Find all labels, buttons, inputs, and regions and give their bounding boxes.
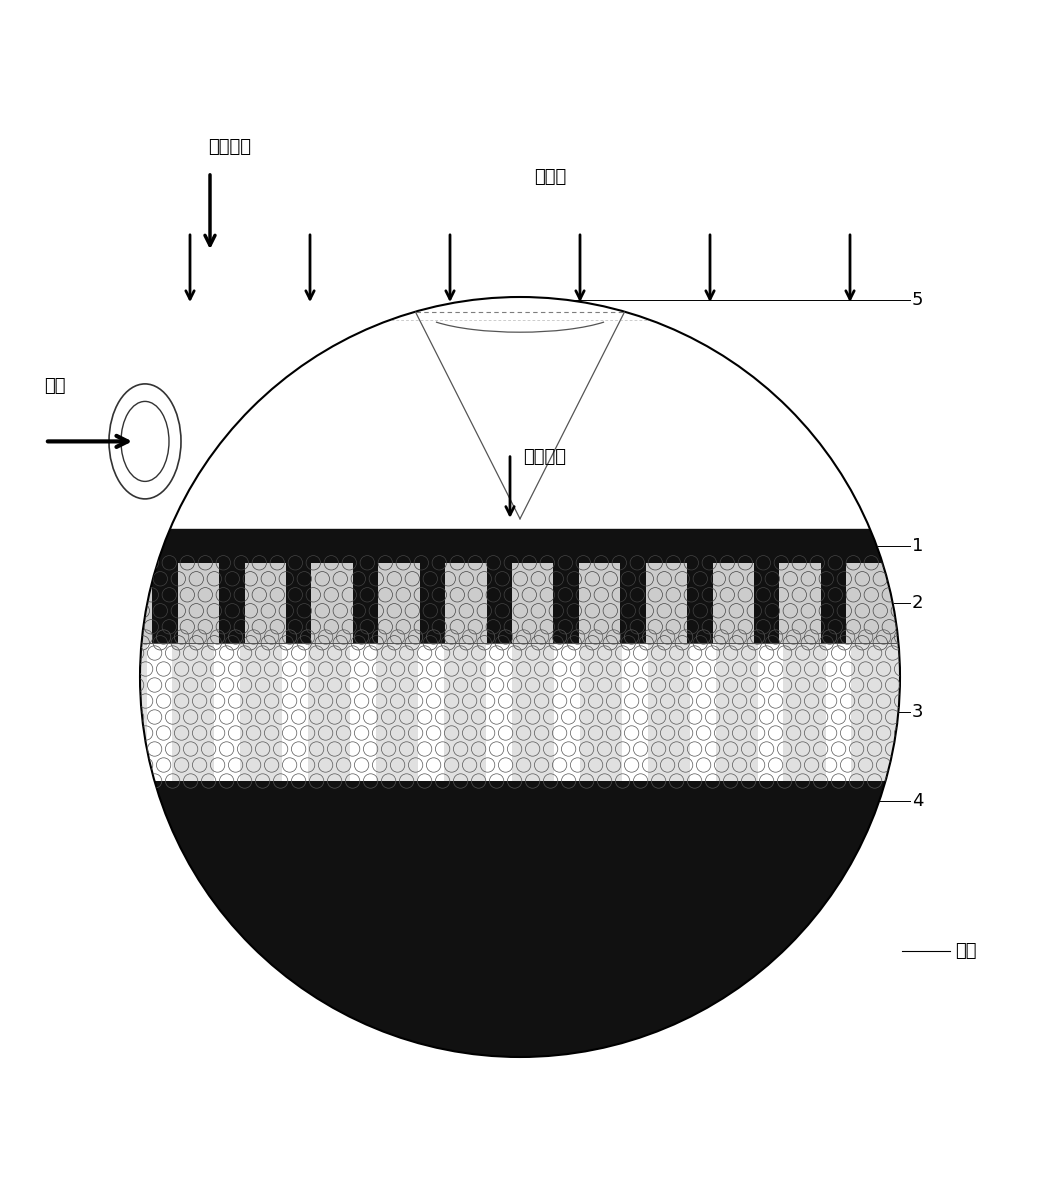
Polygon shape bbox=[418, 643, 444, 781]
Polygon shape bbox=[152, 563, 177, 643]
Text: 冷水: 冷水 bbox=[955, 941, 977, 959]
Text: 3: 3 bbox=[912, 703, 923, 721]
Polygon shape bbox=[486, 563, 512, 643]
Polygon shape bbox=[219, 563, 245, 643]
Polygon shape bbox=[825, 643, 851, 781]
Polygon shape bbox=[141, 563, 899, 643]
Polygon shape bbox=[286, 563, 311, 643]
Polygon shape bbox=[420, 563, 445, 643]
Text: 4: 4 bbox=[912, 792, 923, 810]
Text: 热湿空气: 热湿空气 bbox=[209, 138, 251, 155]
Polygon shape bbox=[754, 563, 780, 643]
Polygon shape bbox=[621, 643, 648, 781]
Polygon shape bbox=[140, 643, 900, 781]
Polygon shape bbox=[687, 563, 712, 643]
Text: 冷水: 冷水 bbox=[44, 377, 65, 395]
Polygon shape bbox=[147, 643, 172, 781]
Polygon shape bbox=[821, 563, 846, 643]
Polygon shape bbox=[154, 781, 885, 791]
Polygon shape bbox=[620, 563, 646, 643]
Polygon shape bbox=[214, 643, 241, 781]
Text: 5: 5 bbox=[912, 291, 923, 309]
Polygon shape bbox=[757, 643, 784, 781]
Polygon shape bbox=[690, 643, 715, 781]
Polygon shape bbox=[486, 643, 512, 781]
Text: 2: 2 bbox=[912, 594, 923, 612]
Polygon shape bbox=[140, 677, 900, 1056]
Polygon shape bbox=[554, 563, 579, 643]
Polygon shape bbox=[350, 643, 376, 781]
Polygon shape bbox=[283, 643, 308, 781]
Polygon shape bbox=[352, 563, 379, 643]
Text: 1: 1 bbox=[912, 537, 923, 554]
Text: 水蔑汽: 水蔑汽 bbox=[534, 169, 567, 186]
Text: 热湿空气: 热湿空气 bbox=[523, 447, 567, 465]
Polygon shape bbox=[157, 528, 882, 563]
Polygon shape bbox=[554, 643, 580, 781]
